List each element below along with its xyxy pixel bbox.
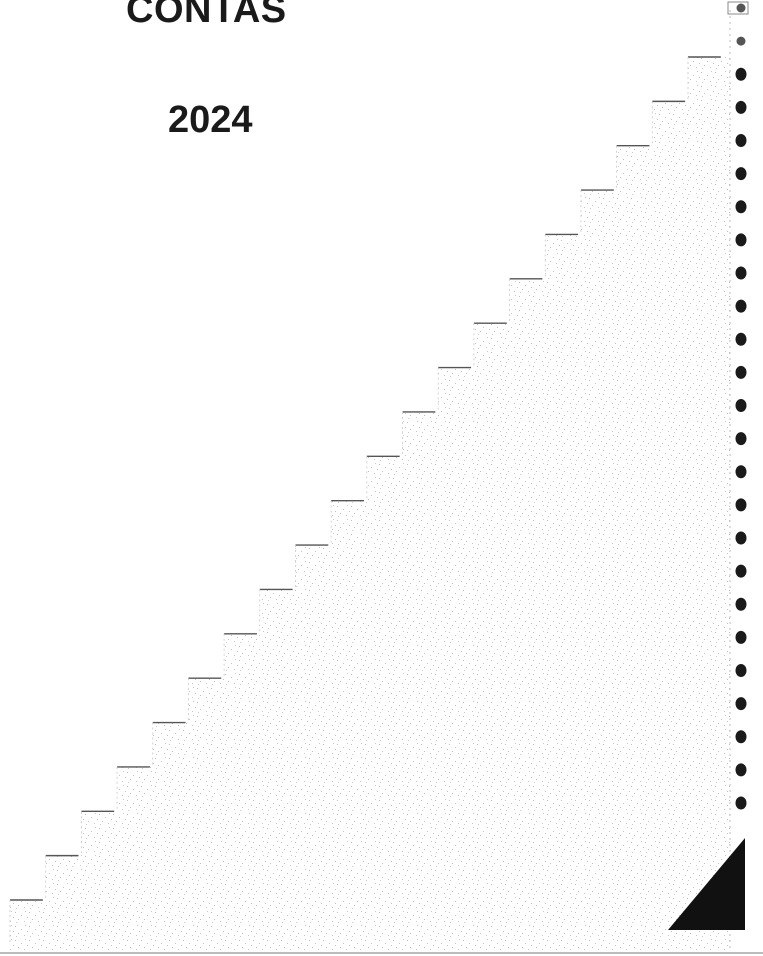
binding-hole — [735, 233, 747, 247]
binding-holes — [735, 3, 747, 810]
document-year: 2024 — [168, 99, 253, 141]
staircase-shape — [10, 57, 730, 950]
binding-hole — [735, 697, 747, 711]
binding-hole — [735, 67, 747, 81]
binding-hole — [735, 796, 747, 810]
binding-hole — [735, 332, 747, 346]
binding-hole — [735, 498, 747, 512]
binding-hole — [735, 134, 747, 147]
binding-hole — [735, 730, 747, 744]
binding-hole — [735, 399, 747, 412]
binding-hole — [736, 36, 746, 46]
staircase-fill — [10, 57, 730, 950]
binding-hole — [735, 564, 747, 578]
binding-hole — [735, 299, 747, 313]
binding-hole — [735, 763, 747, 777]
corner-triangle — [668, 838, 745, 930]
binding-hole — [736, 3, 746, 13]
binding-hole — [735, 630, 747, 644]
binding-hole — [735, 432, 747, 446]
staircase-step-lines — [9, 10, 731, 950]
binding-hole — [735, 465, 747, 479]
corner-mark — [727, 1, 749, 15]
document-title: CONTAS — [126, 0, 287, 31]
binding-hole — [735, 200, 747, 214]
binding-hole — [735, 100, 747, 114]
binding-hole — [735, 365, 747, 379]
binding-hole — [735, 597, 747, 611]
binding-hole — [735, 167, 747, 181]
binding-hole — [735, 664, 747, 677]
binding-hole — [735, 266, 747, 280]
binding-hole — [735, 531, 747, 545]
